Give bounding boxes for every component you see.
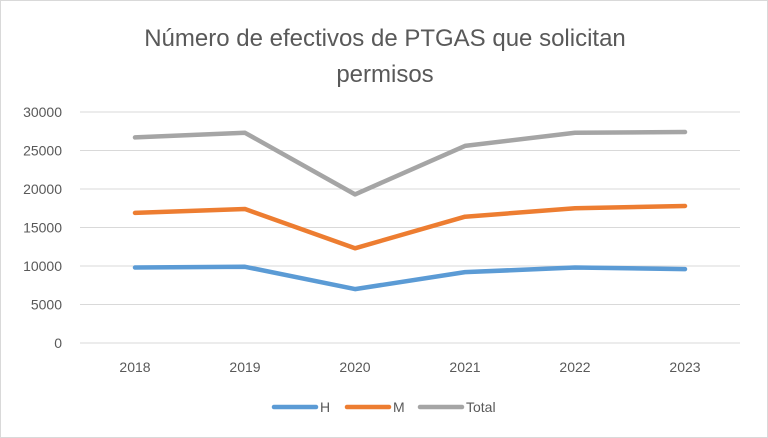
x-tick-label: 2018: [119, 359, 150, 375]
y-tick-label: 15000: [23, 220, 62, 236]
y-axis-tick-labels: 0 5000 10000 15000 20000 25000 30000: [23, 104, 62, 351]
y-tick-label: 30000: [23, 104, 62, 120]
series-line-total: [132, 129, 688, 197]
chart-title-line-1: Número de efectivos de PTGAS que solicit…: [144, 25, 626, 52]
x-axis-tick-labels: 2018 2019 2020 2021 2022 2023: [119, 359, 700, 375]
chart-title-line-2: permisos: [336, 61, 434, 88]
x-tick-label: 2022: [559, 359, 590, 375]
x-tick-label: 2019: [229, 359, 260, 375]
x-tick-label: 2023: [669, 359, 700, 375]
series-lines: [132, 129, 688, 292]
y-tick-label: 20000: [23, 181, 62, 197]
series-line-h: [132, 264, 688, 292]
chart-title: Número de efectivos de PTGAS que solicit…: [1, 21, 768, 93]
legend-label-h: H: [320, 399, 330, 415]
x-tick-label: 2021: [449, 359, 480, 375]
y-tick-label: 0: [54, 335, 62, 351]
y-tick-label: 5000: [31, 297, 62, 313]
y-tick-label: 10000: [23, 258, 62, 274]
series-line-m: [132, 203, 688, 251]
x-tick-label: 2020: [339, 359, 370, 375]
legend: H M Total: [271, 399, 496, 415]
legend-label-m: M: [393, 399, 405, 415]
y-tick-label: 25000: [23, 143, 62, 159]
legend-label-total: Total: [466, 399, 496, 415]
gridlines: [80, 111, 740, 344]
